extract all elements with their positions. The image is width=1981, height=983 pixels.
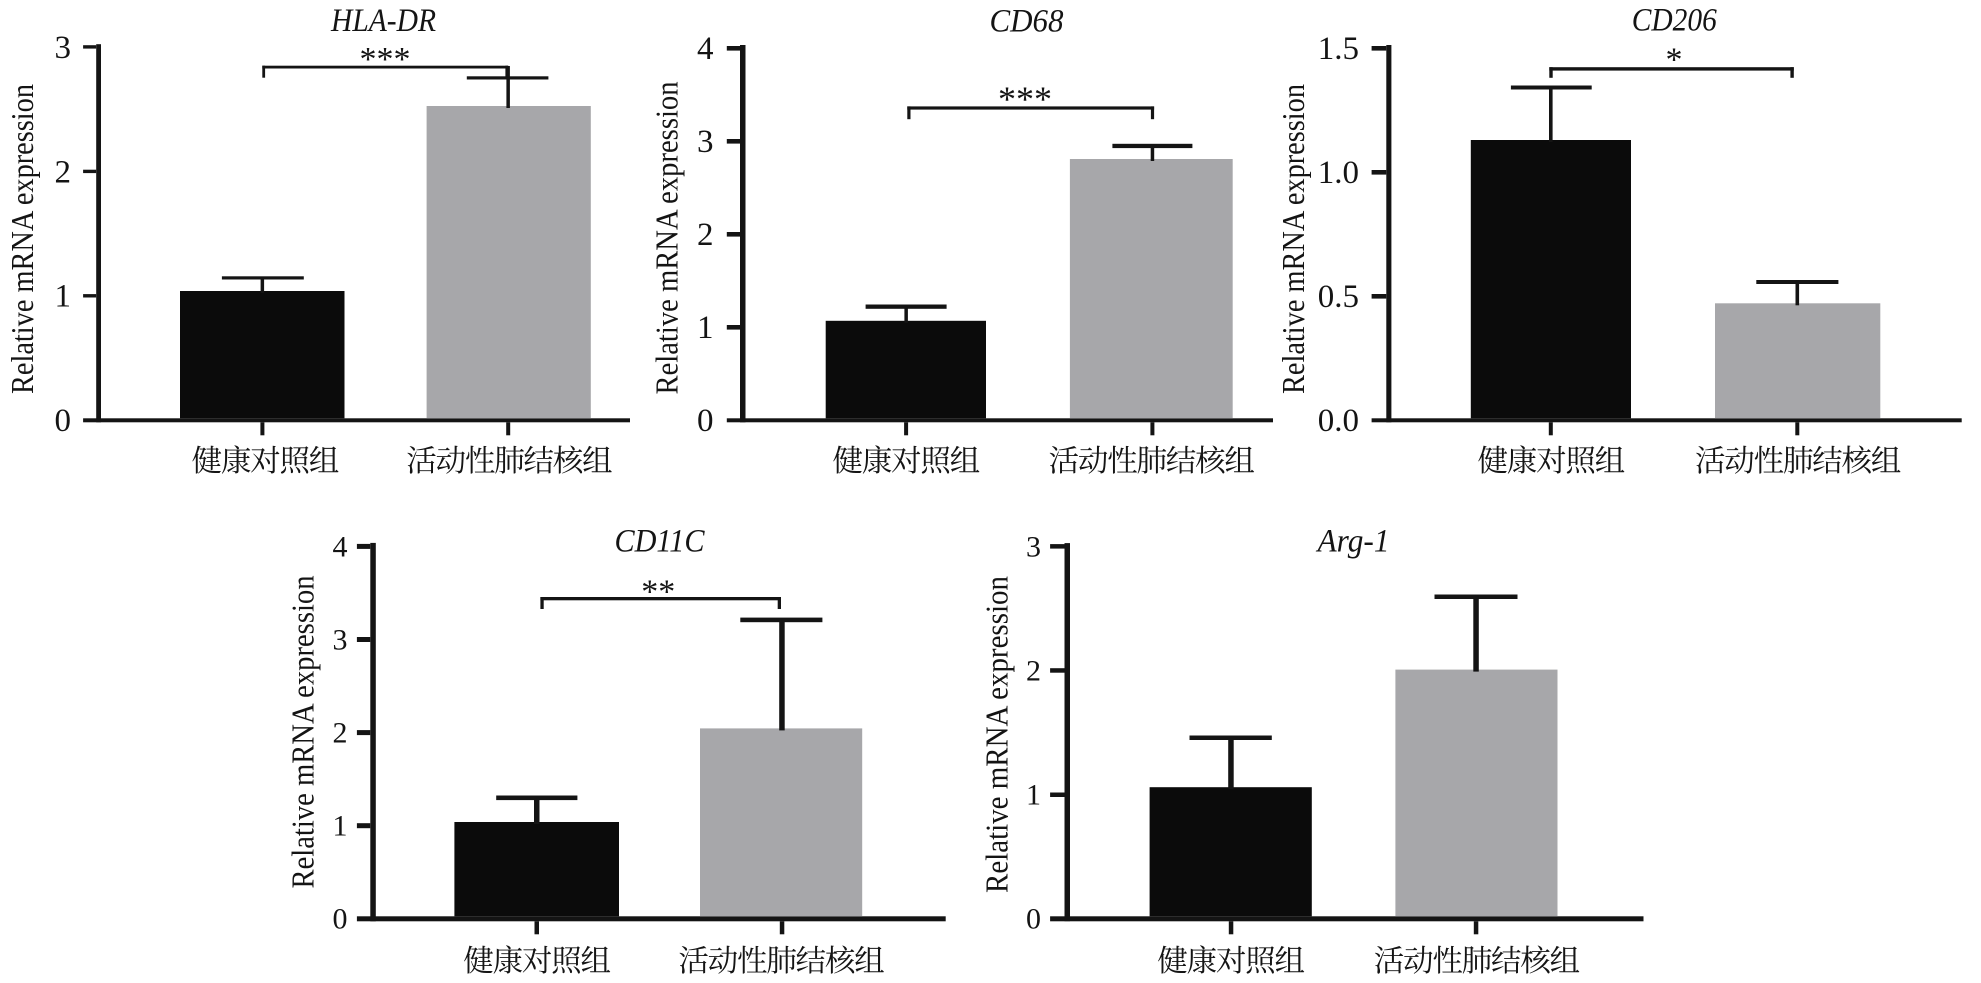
svg-text:*: *	[1666, 42, 1683, 79]
svg-text:**: **	[641, 574, 675, 611]
svg-text:2: 2	[55, 154, 72, 190]
svg-text:3: 3	[333, 623, 348, 656]
svg-text:0: 0	[1026, 903, 1041, 936]
svg-text:3: 3	[697, 124, 714, 160]
svg-text:Relative mRNA expression: Relative mRNA expression	[286, 575, 321, 888]
svg-text:4: 4	[333, 530, 348, 563]
svg-text:3: 3	[1026, 530, 1041, 563]
svg-text:CD206: CD206	[1632, 3, 1717, 39]
svg-text:Arg-1: Arg-1	[1316, 524, 1390, 560]
svg-text:Relative mRNA expression: Relative mRNA expression	[980, 576, 1015, 893]
svg-text:0.0: 0.0	[1318, 403, 1359, 439]
svg-text:Relative mRNA expression: Relative mRNA expression	[1276, 84, 1311, 394]
svg-text:2: 2	[1026, 654, 1041, 687]
svg-text:HLA-DR: HLA-DR	[330, 3, 436, 39]
svg-text:0: 0	[333, 903, 348, 936]
svg-text:1: 1	[697, 310, 714, 346]
svg-text:2: 2	[697, 217, 714, 253]
svg-text:Relative mRNA expression: Relative mRNA expression	[5, 84, 40, 394]
svg-text:4: 4	[697, 31, 714, 67]
svg-text:0: 0	[697, 403, 714, 439]
svg-text:1.0: 1.0	[1318, 155, 1359, 191]
svg-text:CD11C: CD11C	[615, 524, 706, 560]
svg-text:1: 1	[1026, 779, 1041, 812]
svg-text:CD68: CD68	[990, 4, 1064, 40]
svg-text:2: 2	[333, 717, 348, 750]
svg-text:0.5: 0.5	[1318, 279, 1359, 315]
svg-text:Relative mRNA expression: Relative mRNA expression	[650, 81, 685, 394]
svg-text:1: 1	[55, 279, 72, 315]
svg-text:***: ***	[360, 41, 411, 78]
svg-text:3: 3	[55, 30, 72, 66]
svg-text:0: 0	[55, 403, 72, 439]
svg-text:1: 1	[333, 810, 348, 843]
svg-text:1.5: 1.5	[1318, 31, 1359, 67]
svg-text:***: ***	[998, 79, 1052, 119]
